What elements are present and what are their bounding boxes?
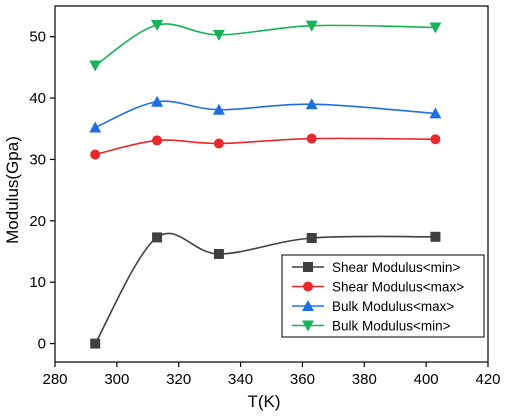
data-point	[306, 133, 317, 144]
legend-box	[281, 254, 485, 338]
plot-frame	[54, 5, 489, 363]
y-tick-label: 40	[29, 90, 46, 107]
data-point	[430, 134, 441, 145]
x-tick-label: 360	[290, 371, 315, 388]
y-tick-label: 30	[29, 151, 46, 168]
series-line	[95, 137, 436, 156]
data-point	[90, 338, 101, 349]
data-point	[429, 107, 442, 119]
data-point	[212, 103, 225, 115]
data-point	[430, 231, 441, 242]
legend-label: Bulk Modulus<max>	[332, 299, 454, 314]
series-0	[90, 231, 441, 349]
legend-item: Bulk Modulus<min>	[292, 319, 451, 334]
data-point	[212, 29, 225, 41]
legend-label: Bulk Modulus<min>	[332, 319, 451, 334]
data-point	[90, 149, 101, 160]
legend-marker	[303, 262, 313, 272]
x-tick-label: 400	[414, 371, 439, 388]
x-tick-label: 380	[352, 371, 377, 388]
data-point	[213, 248, 224, 259]
data-point	[305, 20, 318, 32]
data-point	[306, 233, 317, 244]
x-tick-label: 320	[166, 371, 191, 388]
y-tick-label: 20	[29, 213, 46, 230]
series-line	[94, 100, 436, 129]
y-tick-label: 50	[29, 29, 46, 46]
legend-item: Bulk Modulus<max>	[292, 299, 454, 314]
legend-item: Shear Modulus<max>	[292, 280, 464, 295]
legend-label: Shear Modulus<max>	[332, 280, 464, 295]
y-tick-label: 0	[38, 336, 46, 353]
x-axis-title: T(K)	[247, 392, 280, 411]
x-tick-label: 420	[475, 371, 500, 388]
legend-item: Shear Modulus<min>	[292, 260, 460, 275]
x-axis-ticks: 280 300 320 340 360 380 400 420	[42, 362, 501, 388]
x-tick-label: 340	[228, 371, 253, 388]
x-tick-label: 300	[104, 371, 129, 388]
legend: Shear Modulus<min> Shear Modulus<max> Bulk…	[281, 254, 485, 338]
legend-label: Shear Modulus<min>	[332, 260, 460, 275]
legend-marker	[303, 281, 313, 292]
series-3	[89, 20, 442, 72]
data-point	[429, 22, 442, 34]
data-point	[305, 98, 318, 110]
series-2	[89, 95, 442, 133]
y-axis-title: Modulus(Gpa)	[3, 136, 22, 244]
data-point	[213, 138, 224, 149]
y-tick-label: 10	[29, 274, 46, 291]
legend-marker	[302, 320, 314, 332]
series-line	[94, 23, 436, 67]
data-point	[89, 60, 102, 72]
series-1	[90, 133, 441, 160]
data-point	[151, 95, 164, 107]
axes	[54, 5, 489, 363]
plot-area	[89, 20, 442, 349]
legend-marker	[302, 300, 314, 311]
data-point	[151, 20, 164, 32]
data-point	[89, 121, 102, 133]
y-axis-ticks: 0 10 20 30 40 50	[29, 29, 55, 353]
data-point	[152, 232, 163, 243]
data-point	[152, 135, 163, 146]
x-tick-label: 280	[42, 371, 67, 388]
